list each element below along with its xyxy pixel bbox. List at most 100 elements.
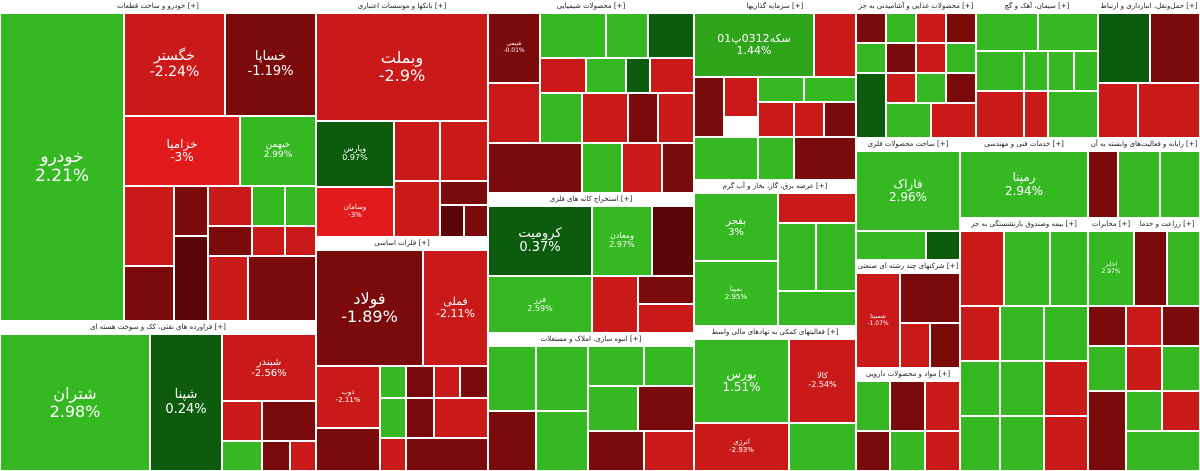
sector-title[interactable]: زراعت و خدما [+] (1134, 218, 1200, 232)
sector-title[interactable]: فراورده های نفتی، کک و سوخت هسته ای [+] (0, 321, 316, 335)
metals-small-cells (380, 366, 406, 398)
stock-farak[interactable]: فاراک 2.96% (856, 151, 960, 231)
chem-small-cells (540, 58, 586, 93)
stock-vmaadan[interactable]: ومعادن 2.97% (592, 206, 652, 276)
sector-title[interactable]: سرمایه گذاریها [+] (694, 0, 856, 14)
sector-cement: سیمان، آهک و گچ [+] (976, 0, 1098, 138)
mining-small-cells (638, 304, 694, 333)
stock-khodro[interactable]: خودرو 2.21% (0, 13, 124, 321)
sector-techsvc: ساخت محصولات فلزی [+] فاراک 2.96% (856, 138, 960, 260)
sector-title[interactable]: خدمات فنی و مهندسی [+] (960, 138, 1088, 152)
pharma-small-cells (890, 381, 925, 431)
stock-kala[interactable]: کالا -2.54% (789, 339, 856, 423)
lower-small-cells (1126, 391, 1162, 431)
stock-bmin[interactable]: بمپنا 2.95% (694, 261, 778, 326)
stock-vpars[interactable]: وپارس 0.97% (316, 121, 394, 187)
stock-khazamia[interactable]: خزامیا -3% (124, 116, 240, 186)
sector-title[interactable]: فعالیتهای کمکی به نهادهای مالی واسط [+] (694, 326, 856, 340)
food-small-cells (946, 13, 976, 43)
stock-khsapa[interactable]: خساپا -1.19% (225, 13, 316, 116)
sector-title[interactable]: بیمه وصندوق بازنشستگی به جز [+] (960, 218, 1088, 232)
realestate-small-cells (644, 346, 694, 386)
stock-kroomit[interactable]: کرومیت 0.37% (488, 206, 592, 276)
stock-anrzhi[interactable]: انرژی -2.93% (694, 423, 789, 471)
stock-misc-chem[interactable]: شیمی -0.01% (488, 13, 540, 83)
sector-invest: سرمایه گذاریها [+] سکه0312پ01 1.44% (694, 0, 856, 180)
invest-small-cells (758, 77, 804, 102)
chem-small-cells (540, 13, 606, 58)
auto-small-cells (252, 186, 285, 226)
realestate-small-cells (588, 386, 638, 431)
sector-title[interactable]: بانکها و موسسات اعتباری [+] (316, 0, 488, 14)
invest-small-cells (824, 102, 856, 137)
sector-title[interactable]: سیمان، آهک و گچ [+] (976, 0, 1098, 14)
realestate-small-cells (588, 346, 644, 386)
stock-shepna[interactable]: شپنا 0.24% (150, 334, 222, 471)
sector-title[interactable]: فلزات اساسی [+] (316, 237, 488, 251)
sector-chem: محصولات شیمیایی [+] شیمی -0.01% (488, 0, 694, 193)
sector-pharma: مواد و محصولات دارویی [+] (856, 368, 960, 471)
stock-khegostar[interactable]: خگستر -2.24% (124, 13, 225, 116)
sector-title[interactable]: خودرو و ساخت قطعات [+] (0, 0, 316, 14)
power-small-cells (778, 291, 856, 326)
pharma-small-cells (890, 431, 925, 471)
sector-title[interactable]: رایانه و فعالیت‌های وابسته به آن [+] (1088, 138, 1200, 152)
food-small-cells (856, 73, 886, 138)
stock-bajar[interactable]: بفجر 3% (694, 193, 778, 261)
stock-sekke[interactable]: سکه0312پ01 1.44% (694, 13, 814, 77)
stock-zob[interactable]: ذوب -2.11% (316, 366, 380, 428)
sector-title[interactable]: استخراج کانه های فلزی [+] (488, 193, 694, 207)
chem-small-cells (622, 143, 662, 193)
stock-akhaber[interactable]: اخابر 2.97% (1088, 231, 1134, 306)
invest-small-cells (794, 137, 856, 180)
banks-small-cells (394, 181, 440, 237)
sector-title[interactable]: مخابرات [+] (1088, 218, 1134, 232)
misc3-small-cells (1167, 231, 1200, 306)
sector-auto: خودرو و ساخت قطعات [+] خودرو 2.21% خگستر -… (0, 0, 316, 321)
refinery-small-cells (222, 401, 262, 441)
food-small-cells (931, 103, 976, 138)
mining-small-cells (592, 276, 638, 333)
sector-title[interactable]: عرضه برق، گاز، بخار و آب گرم [+] (694, 180, 856, 194)
stock-ramina[interactable]: رمپنا 2.94% (960, 151, 1088, 218)
auto-small-cells (208, 256, 248, 321)
sector-title[interactable]: مواد و محصولات دارویی [+] (856, 368, 960, 382)
sector-title[interactable]: شرکتهای چند رشته ای صنعتی [+] (856, 260, 960, 274)
food-small-cells (886, 103, 931, 138)
power-small-cells (778, 223, 816, 291)
sector-title[interactable]: ساخت محصولات فلزی [+] (856, 138, 960, 152)
sector-title[interactable]: انبوه سازی، املاک و مستغلات [+] (488, 333, 694, 347)
stock-shebandar[interactable]: شبندر -2.56% (222, 334, 316, 401)
stock-shetran[interactable]: شتران 2.98% (0, 334, 150, 471)
sector-title[interactable]: حمل‌ونقل، انبارداری و ارتباط [+] (1098, 0, 1200, 14)
lower-small-cells (1162, 306, 1200, 346)
stock-khbahman[interactable]: خبهمن 2.99% (240, 116, 316, 186)
banks-small-cells (464, 205, 488, 237)
stock-boors[interactable]: بورس 1.51% (694, 339, 789, 423)
cement-small-cells (976, 91, 1024, 138)
auto-small-cells (174, 186, 208, 236)
auto-small-cells (252, 226, 285, 256)
mining-small-cells (638, 276, 694, 304)
stock-fameli[interactable]: فملی -2.11% (423, 250, 488, 366)
stock-fazar[interactable]: فزر 2.59% (488, 276, 592, 333)
chem-small-cells (488, 83, 540, 143)
metals-small-cells (406, 438, 488, 471)
sector-banks: بانکها و موسسات اعتباری [+] وبملت -2.9% و… (316, 0, 488, 237)
refinery-small-cells (262, 401, 316, 441)
stock-vsamand[interactable]: وسامان -3% (316, 187, 394, 237)
stock-vbmellat[interactable]: وبملت -2.9% (316, 13, 488, 121)
stock-foolad[interactable]: فولاد -1.89% (316, 250, 423, 366)
stock-shsina[interactable]: شسینا -1.07% (856, 273, 900, 368)
sector-misc3: زراعت و خدما [+] (1134, 218, 1200, 306)
realestate-small-cells (638, 386, 694, 431)
sector-title[interactable]: محصولات شیمیایی [+] (488, 0, 694, 14)
invest-small-cells (758, 137, 794, 180)
retail-small-cells (1044, 306, 1088, 361)
refinery-small-cells (262, 441, 290, 471)
sector-title[interactable]: محصولات غذایی و آشامیدنی به جز [+] (856, 0, 976, 14)
retail-small-cells (1044, 361, 1088, 416)
metals-small-cells (434, 366, 460, 398)
invest-small-cells (794, 102, 824, 137)
power-small-cells (778, 193, 856, 223)
